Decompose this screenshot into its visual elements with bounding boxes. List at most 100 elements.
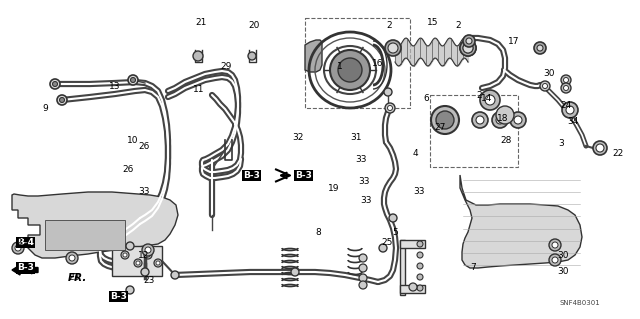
Circle shape	[534, 42, 546, 54]
Circle shape	[131, 78, 136, 83]
Circle shape	[472, 112, 488, 128]
Circle shape	[463, 43, 473, 53]
Text: 31: 31	[350, 133, 362, 142]
Text: 19: 19	[328, 184, 339, 193]
Text: 21: 21	[195, 18, 206, 27]
Circle shape	[540, 81, 550, 91]
Text: 32: 32	[292, 133, 303, 142]
Text: 28: 28	[500, 136, 511, 145]
Circle shape	[359, 281, 367, 289]
Circle shape	[496, 106, 514, 124]
Circle shape	[128, 75, 138, 85]
Text: 25: 25	[381, 238, 392, 247]
Text: 9: 9	[42, 104, 48, 113]
Text: 2: 2	[476, 91, 482, 100]
Circle shape	[561, 75, 571, 85]
Circle shape	[417, 263, 423, 269]
Bar	[400, 240, 425, 248]
Circle shape	[417, 252, 423, 258]
Circle shape	[156, 261, 160, 265]
Circle shape	[291, 268, 299, 276]
Text: 10: 10	[127, 136, 138, 145]
Text: 5: 5	[392, 228, 397, 237]
Circle shape	[552, 257, 558, 263]
Circle shape	[436, 111, 454, 129]
Bar	[400, 285, 425, 293]
Circle shape	[145, 247, 151, 253]
Text: FR.: FR.	[68, 272, 88, 283]
Circle shape	[417, 285, 423, 291]
Circle shape	[460, 40, 476, 56]
Circle shape	[12, 242, 24, 254]
Circle shape	[57, 95, 67, 105]
Circle shape	[417, 241, 423, 247]
Text: 30: 30	[543, 69, 554, 78]
Text: 22: 22	[612, 149, 623, 158]
Text: 23: 23	[16, 238, 28, 247]
Circle shape	[409, 283, 417, 291]
Circle shape	[141, 268, 149, 276]
Circle shape	[596, 144, 604, 152]
Circle shape	[171, 271, 179, 279]
Circle shape	[126, 242, 134, 250]
Circle shape	[359, 254, 367, 262]
Text: 15: 15	[427, 18, 438, 27]
Text: 20: 20	[248, 21, 259, 30]
Circle shape	[136, 261, 140, 265]
Circle shape	[154, 259, 162, 267]
Text: 30: 30	[557, 267, 568, 276]
Circle shape	[485, 95, 495, 105]
Circle shape	[248, 52, 256, 60]
Text: 33: 33	[138, 187, 150, 196]
Text: B-3: B-3	[17, 263, 34, 272]
Text: SNF4B0301: SNF4B0301	[560, 300, 601, 306]
Circle shape	[492, 112, 508, 128]
Circle shape	[123, 253, 127, 257]
Circle shape	[476, 116, 484, 124]
Circle shape	[338, 58, 362, 82]
Text: 16: 16	[372, 59, 383, 68]
Circle shape	[466, 38, 472, 44]
Circle shape	[463, 35, 475, 47]
Circle shape	[146, 253, 150, 257]
Circle shape	[388, 43, 398, 53]
Circle shape	[563, 85, 568, 91]
Circle shape	[549, 239, 561, 251]
Text: 23: 23	[143, 276, 154, 285]
Circle shape	[387, 106, 392, 110]
FancyArrow shape	[12, 265, 38, 275]
Circle shape	[562, 102, 578, 118]
Circle shape	[134, 259, 142, 267]
Text: 17: 17	[508, 37, 520, 46]
Bar	[45, 220, 125, 250]
Circle shape	[552, 242, 558, 248]
Text: 7: 7	[470, 263, 476, 272]
Text: B-3: B-3	[243, 171, 260, 180]
Circle shape	[563, 78, 568, 83]
Text: 8: 8	[315, 228, 321, 237]
Circle shape	[379, 244, 387, 252]
Text: 11: 11	[193, 85, 205, 94]
Circle shape	[359, 274, 367, 282]
Text: 12: 12	[138, 251, 149, 260]
Polygon shape	[12, 192, 178, 258]
Circle shape	[460, 40, 476, 56]
Circle shape	[561, 83, 571, 93]
Circle shape	[593, 141, 607, 155]
Circle shape	[193, 51, 203, 61]
Circle shape	[389, 214, 397, 222]
Circle shape	[385, 40, 401, 56]
Circle shape	[480, 90, 500, 110]
Text: 24: 24	[560, 101, 572, 110]
Text: 29: 29	[220, 63, 232, 71]
Bar	[112, 246, 162, 276]
Text: 6: 6	[423, 94, 429, 103]
Circle shape	[66, 252, 78, 264]
Text: B-3: B-3	[110, 292, 127, 301]
Text: 2: 2	[455, 21, 461, 30]
Text: 33: 33	[360, 197, 371, 205]
Text: 13: 13	[109, 82, 120, 91]
Text: B-4: B-4	[17, 238, 34, 247]
Text: 33: 33	[413, 187, 424, 196]
Circle shape	[496, 116, 504, 124]
